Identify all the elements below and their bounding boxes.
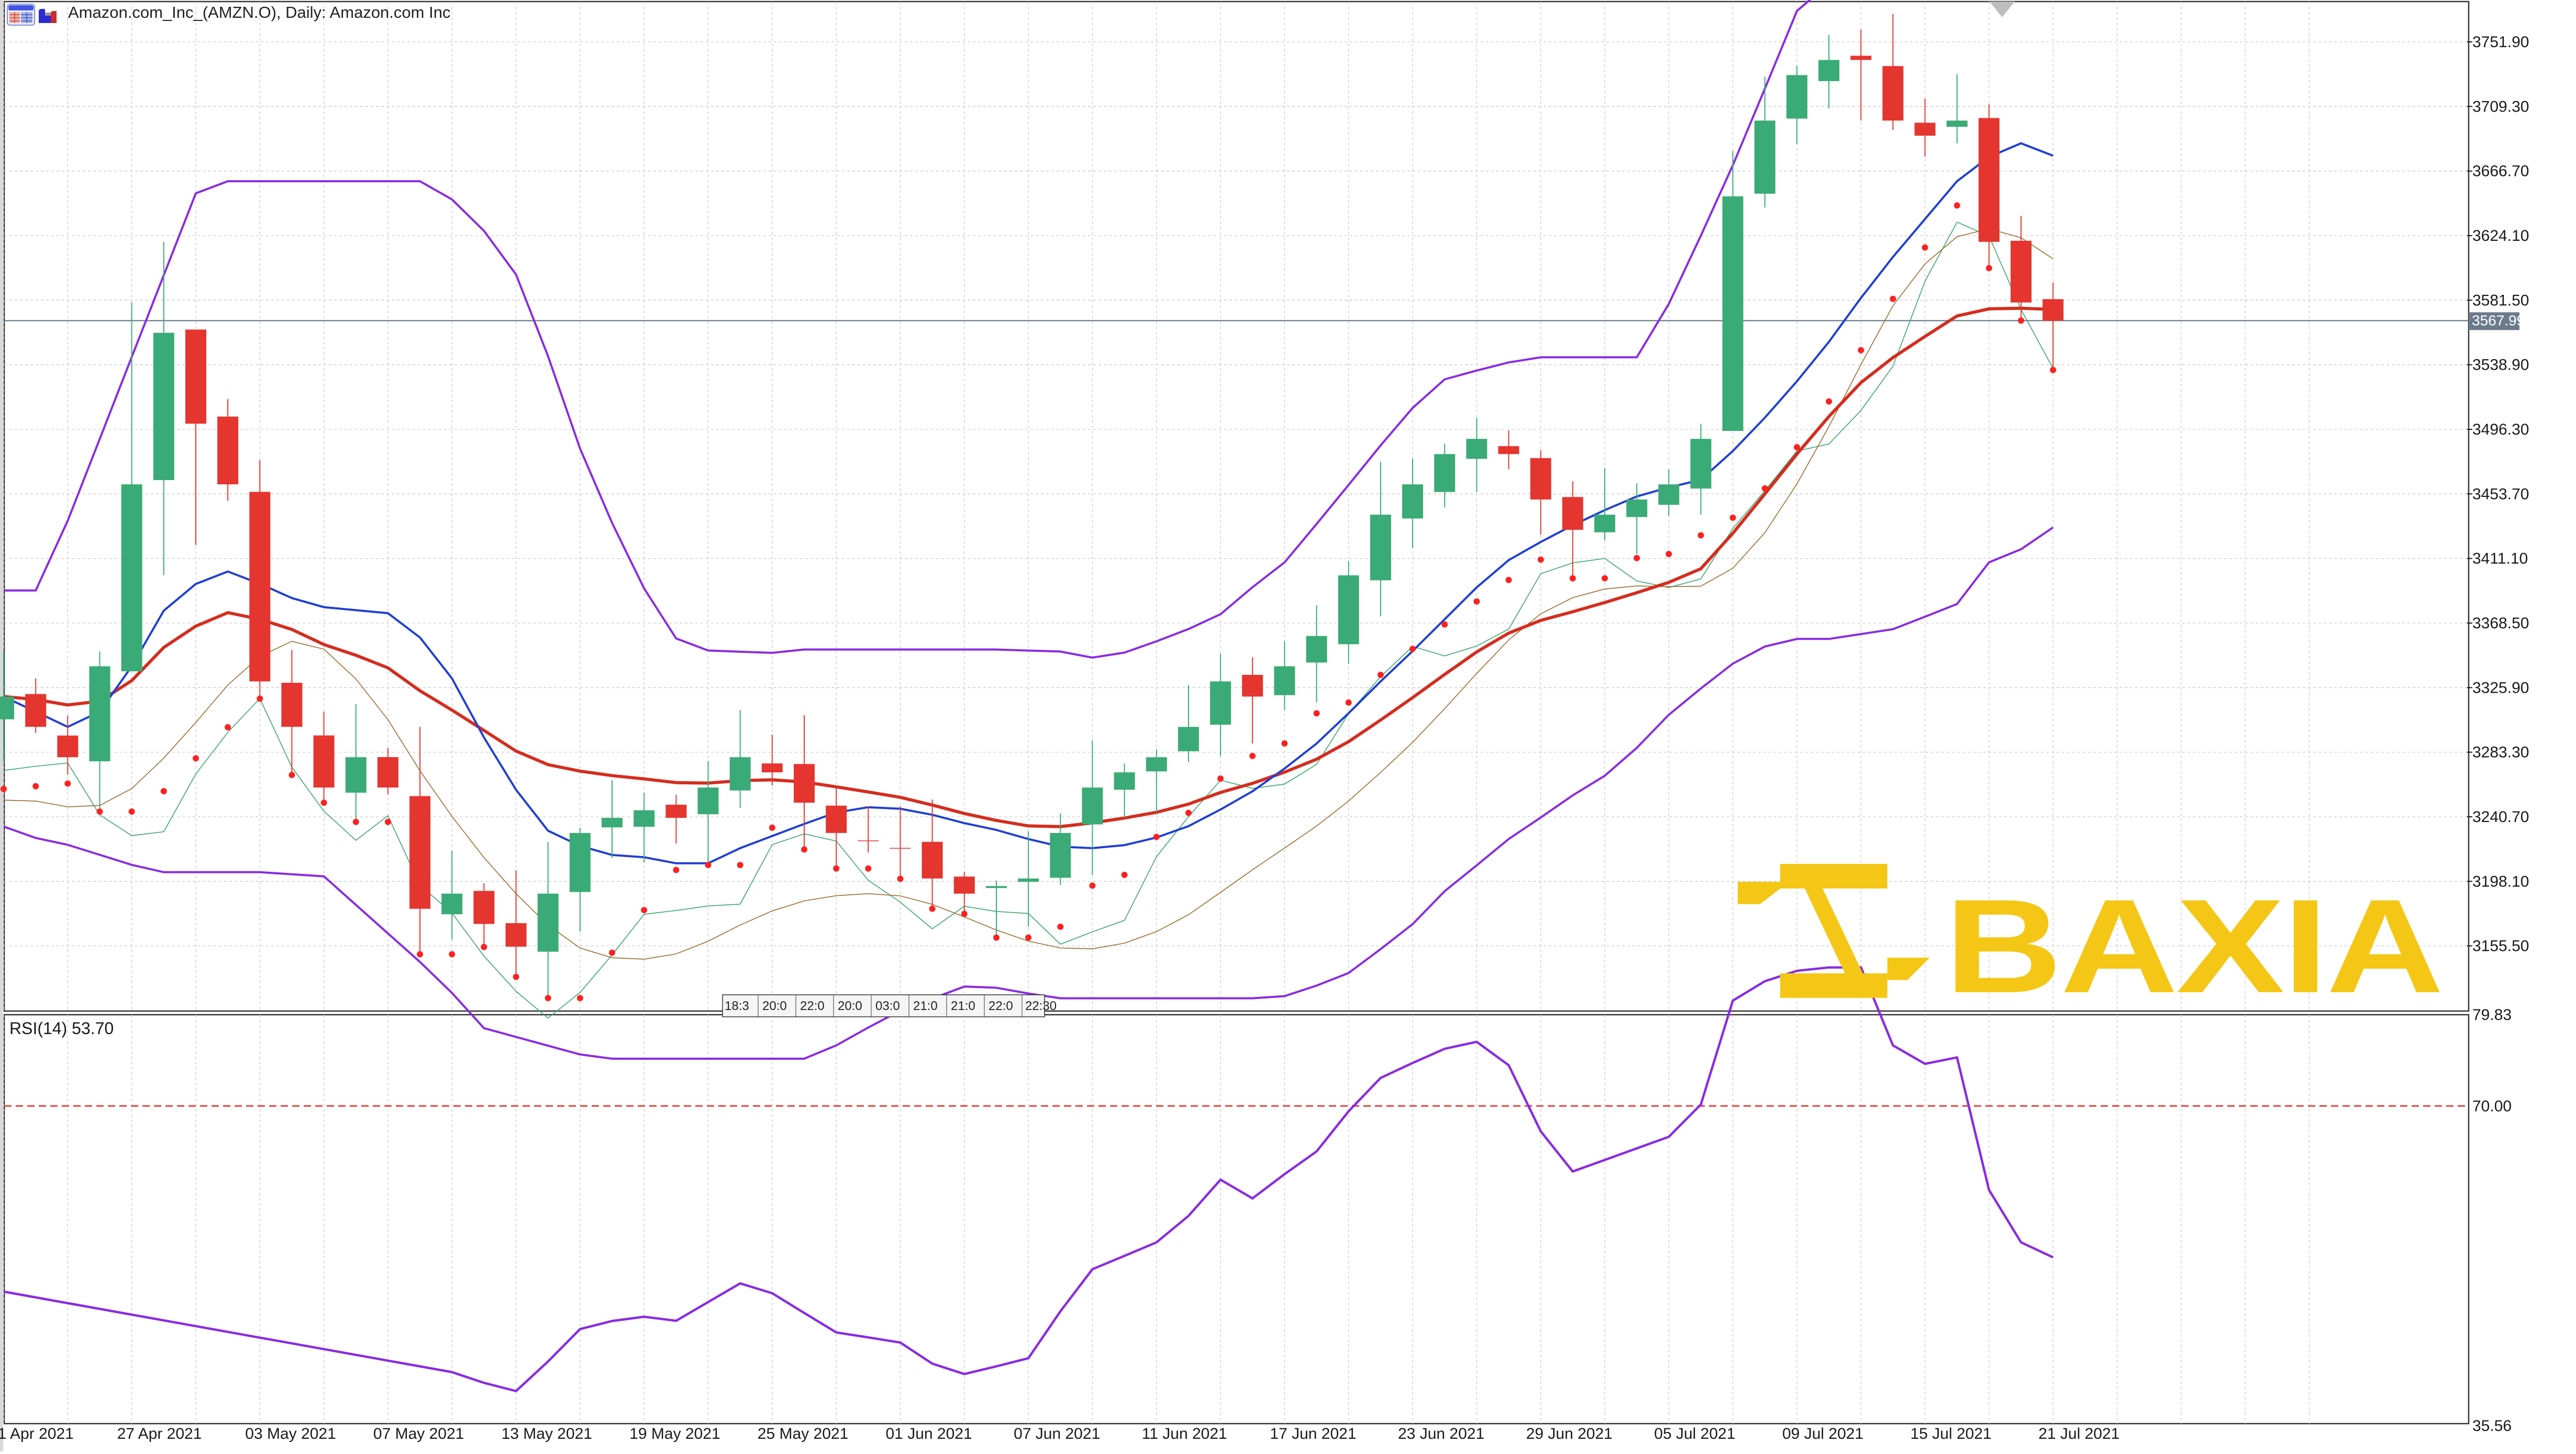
svg-text:3155.50: 3155.50 bbox=[2472, 938, 2529, 955]
svg-text:22:30: 22:30 bbox=[1025, 999, 1057, 1013]
svg-text:3624.10: 3624.10 bbox=[2472, 227, 2529, 245]
svg-text:21 Jul 2021: 21 Jul 2021 bbox=[2038, 1425, 2119, 1442]
svg-text:23 Jun 2021: 23 Jun 2021 bbox=[1398, 1425, 1484, 1442]
svg-text:05 Jul 2021: 05 Jul 2021 bbox=[1654, 1425, 1735, 1442]
svg-text:3751.90: 3751.90 bbox=[2472, 34, 2529, 51]
svg-text:3283.30: 3283.30 bbox=[2472, 744, 2529, 761]
svg-text:01 Jun 2021: 01 Jun 2021 bbox=[886, 1425, 972, 1442]
svg-text:3453.70: 3453.70 bbox=[2472, 485, 2529, 503]
svg-text:27 Apr 2021: 27 Apr 2021 bbox=[117, 1425, 202, 1442]
svg-text:3538.90: 3538.90 bbox=[2472, 357, 2529, 374]
svg-text:3666.70: 3666.70 bbox=[2472, 163, 2529, 180]
svg-text:03 May 2021: 03 May 2021 bbox=[245, 1425, 336, 1442]
svg-text:RSI(14) 53.70: RSI(14) 53.70 bbox=[9, 1019, 114, 1038]
svg-text:3567.99: 3567.99 bbox=[2472, 312, 2525, 328]
svg-text:3496.30: 3496.30 bbox=[2472, 421, 2529, 438]
svg-text:17 Jun 2021: 17 Jun 2021 bbox=[1270, 1425, 1356, 1442]
svg-text:3411.10: 3411.10 bbox=[2472, 550, 2528, 568]
svg-text:3709.30: 3709.30 bbox=[2472, 98, 2529, 115]
svg-text:3240.70: 3240.70 bbox=[2472, 808, 2529, 826]
svg-text:22:0: 22:0 bbox=[800, 999, 825, 1013]
svg-text:29 Jun 2021: 29 Jun 2021 bbox=[1526, 1425, 1613, 1442]
svg-text:3325.90: 3325.90 bbox=[2472, 679, 2529, 696]
svg-text:3368.50: 3368.50 bbox=[2472, 615, 2529, 632]
svg-text:79.83: 79.83 bbox=[2472, 1006, 2512, 1024]
svg-text:07 Jun 2021: 07 Jun 2021 bbox=[1014, 1425, 1100, 1442]
svg-text:21:0: 21:0 bbox=[951, 999, 975, 1013]
svg-text:Amazon.com_Inc_(AMZN.O), Daily: Amazon.com_Inc_(AMZN.O), Daily: Amazon.c… bbox=[68, 3, 450, 21]
svg-text:3198.10: 3198.10 bbox=[2472, 873, 2529, 890]
svg-text:13 May 2021: 13 May 2021 bbox=[502, 1425, 592, 1442]
svg-text:22:0: 22:0 bbox=[989, 999, 1013, 1013]
svg-text:07 May 2021: 07 May 2021 bbox=[373, 1425, 464, 1442]
svg-text:3581.50: 3581.50 bbox=[2472, 292, 2529, 309]
svg-text:19 May 2021: 19 May 2021 bbox=[629, 1425, 720, 1442]
svg-text:BAXIA: BAXIA bbox=[1945, 872, 2442, 1021]
svg-text:25 May 2021: 25 May 2021 bbox=[758, 1425, 848, 1442]
svg-text:03:0: 03:0 bbox=[875, 999, 900, 1013]
svg-text:09 Jul 2021: 09 Jul 2021 bbox=[1782, 1425, 1863, 1442]
svg-text:20:0: 20:0 bbox=[762, 999, 787, 1013]
svg-text:70.00: 70.00 bbox=[2472, 1097, 2512, 1115]
svg-text:21:0: 21:0 bbox=[913, 999, 938, 1013]
svg-text:11 Jun 2021: 11 Jun 2021 bbox=[1142, 1425, 1227, 1442]
svg-text:15 Jul 2021: 15 Jul 2021 bbox=[1911, 1425, 1992, 1442]
svg-text:35.56: 35.56 bbox=[2472, 1417, 2512, 1435]
svg-text:18:3: 18:3 bbox=[725, 999, 749, 1013]
svg-text:21 Apr 2021: 21 Apr 2021 bbox=[0, 1425, 74, 1442]
svg-text:20:0: 20:0 bbox=[838, 999, 862, 1013]
